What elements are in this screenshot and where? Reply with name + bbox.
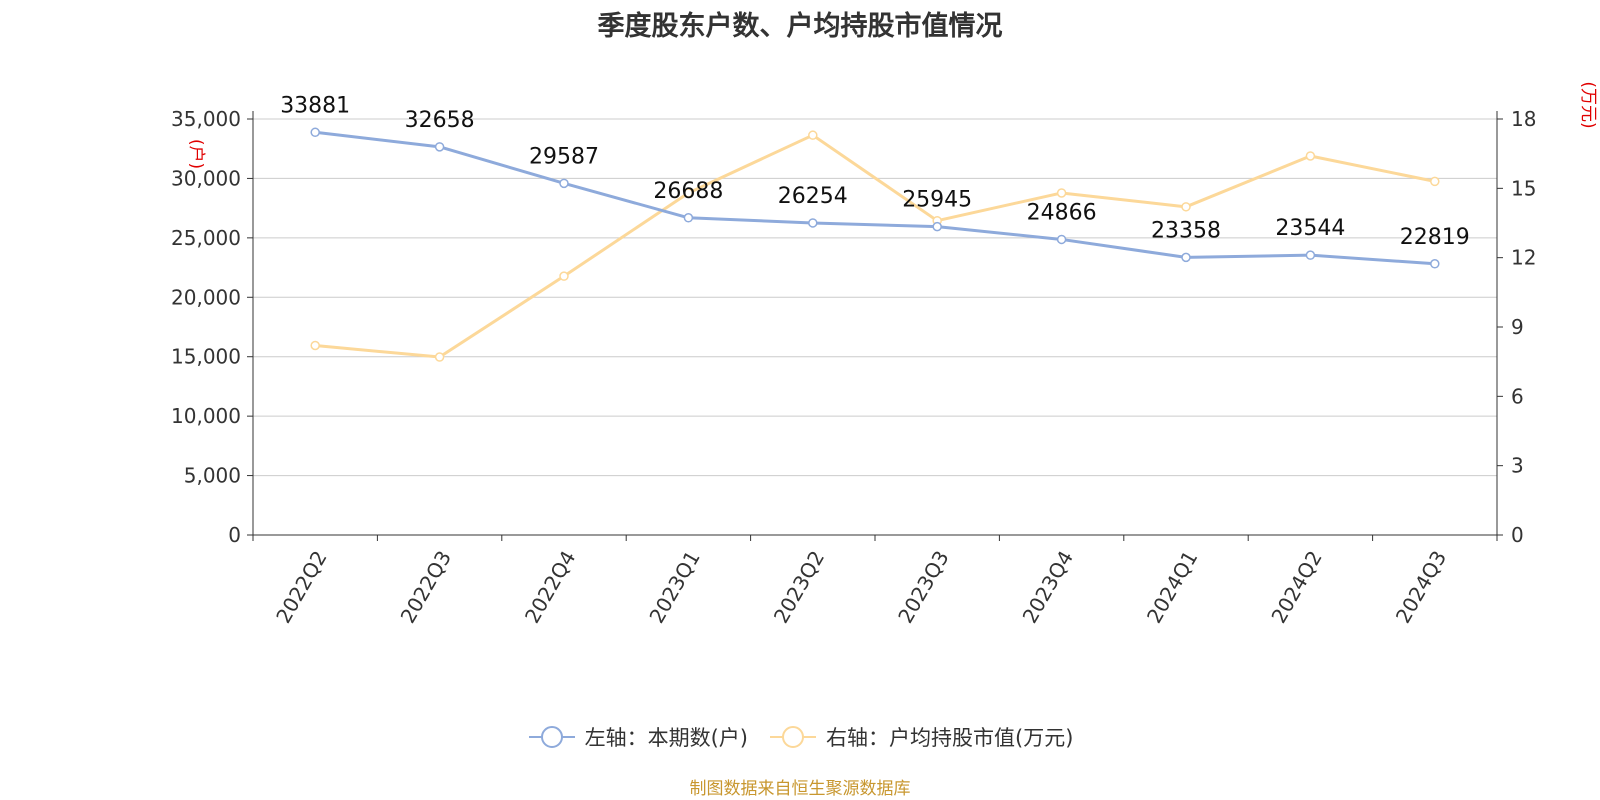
left-series-point [1430, 259, 1440, 269]
right-series-line [315, 133, 1436, 359]
right-axis-tick-label: 9 [1511, 315, 1524, 339]
right-axis-tick-label: 6 [1511, 384, 1524, 408]
left-series-point [1305, 250, 1316, 260]
left-series-data-label: 32658 [405, 108, 475, 133]
left-axis-unit: (户) [186, 139, 206, 169]
left-axis-tick-label: 5,000 [184, 464, 241, 488]
x-axis-tick-label: 2023Q2 [769, 547, 829, 628]
left-series-point [1056, 234, 1067, 245]
left-series-data-label: 25945 [902, 188, 972, 213]
right-series-point [1305, 151, 1316, 161]
x-axis-tick-label: 2022Q4 [520, 547, 580, 628]
left-series-data-label: 26688 [653, 179, 723, 204]
data-source-note: 制图数据来自恒生聚源数据库 [689, 779, 911, 799]
left-series-point [932, 221, 942, 232]
left-axis-tick-label: 10,000 [171, 404, 241, 428]
right-axis-tick-label: 18 [1511, 107, 1536, 131]
left-axis-tick-label: 20,000 [171, 285, 241, 309]
left-series-data-label: 23358 [1151, 218, 1221, 243]
x-axis-tick-label: 2023Q1 [644, 547, 704, 628]
x-axis-tick-label: 2022Q3 [396, 547, 456, 628]
left-series-point [559, 178, 569, 189]
left-series-data-label: 26254 [778, 184, 848, 209]
x-axis-tick-label: 2024Q1 [1142, 547, 1202, 628]
right-axis-tick-label: 12 [1511, 246, 1536, 270]
left-series-point [683, 213, 694, 223]
right-axis-tick-label: 0 [1511, 523, 1524, 547]
left-series-data-label: 33881 [280, 93, 350, 118]
chart-title: 季度股东户数、户均持股市值情况 [597, 11, 1003, 42]
left-series-point [808, 218, 818, 228]
legend-right-swatch-icon [770, 726, 816, 748]
left-series-line [315, 130, 1435, 266]
x-axis-tick-label: 2023Q3 [893, 547, 953, 628]
right-series-point [310, 340, 320, 351]
right-axis-tick-label: 15 [1511, 176, 1536, 200]
left-axis-tick-label: 35,000 [171, 107, 241, 131]
left-axis-tick-label: 15,000 [171, 345, 241, 369]
legend-left-swatch-icon [528, 726, 575, 748]
right-axis-unit: (万元) [1578, 81, 1598, 128]
left-series-point [1181, 252, 1191, 263]
legend-left-label: 左轴：本期数(户) [584, 726, 748, 750]
chart-legend: 左轴：本期数(户) 右轴：户均持股市值(万元) [0, 722, 1600, 752]
right-series-point [1056, 188, 1067, 198]
right-series-point [1430, 176, 1440, 187]
x-axis-tick-label: 2024Q3 [1391, 547, 1451, 628]
left-series-point [434, 142, 445, 152]
legend-item-right-series[interactable]: 右轴：户均持股市值(万元) [768, 722, 1073, 752]
x-axis-tick-label: 2022Q2 [271, 547, 331, 628]
legend-item-left-series[interactable]: 左轴：本期数(户) [527, 722, 748, 752]
right-series-point [434, 352, 445, 362]
x-axis-tick-label: 2024Q2 [1266, 547, 1326, 628]
left-axis-tick-label: 30,000 [171, 166, 241, 190]
left-axis-tick-label: 0 [228, 523, 241, 547]
left-series-data-label: 23544 [1275, 216, 1345, 241]
left-series-data-label: 29587 [529, 144, 599, 169]
x-axis-tick-label: 2023Q4 [1018, 547, 1078, 628]
right-axis-tick-label: 3 [1511, 454, 1524, 478]
right-series-point [808, 130, 818, 140]
left-series-data-label: 24866 [1027, 200, 1097, 225]
legend-right-label: 右轴：户均持股市值(万元) [826, 726, 1074, 750]
right-series-point [683, 188, 694, 198]
right-series-point [559, 271, 569, 281]
left-series-point [310, 127, 320, 138]
right-series-point [1181, 202, 1191, 212]
left-axis-tick-label: 25,000 [171, 226, 241, 250]
left-series-data-label: 22819 [1400, 225, 1470, 250]
